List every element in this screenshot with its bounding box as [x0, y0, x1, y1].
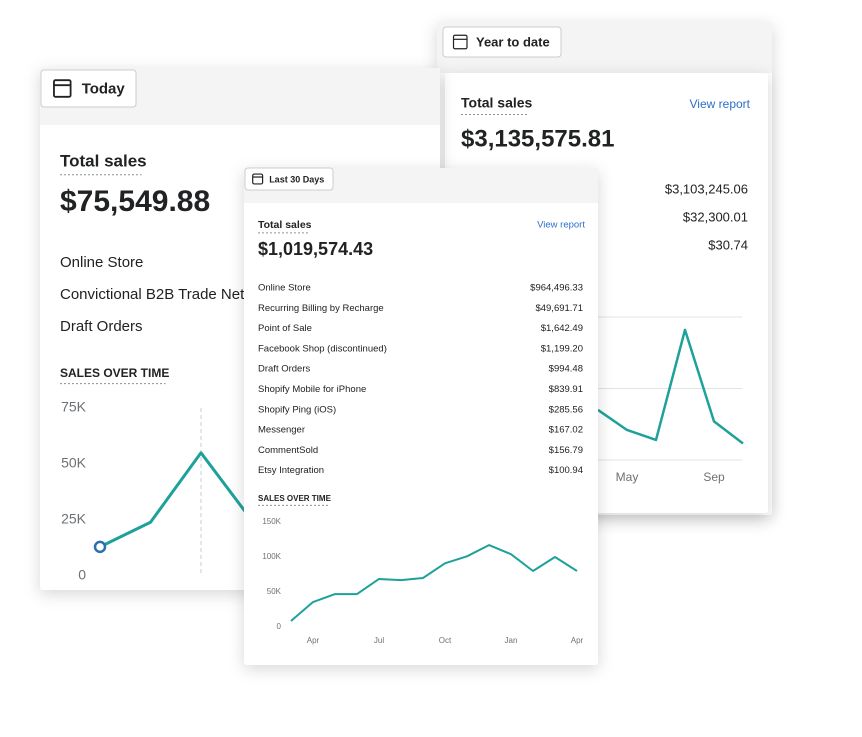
x-tick-label: Sep — [703, 470, 725, 484]
total-title: Total sales — [60, 151, 147, 170]
row-value: $100.94 — [549, 465, 583, 476]
sales-line — [290, 544, 578, 622]
row-value: $1,642.49 — [541, 323, 583, 334]
x-tick-label: Apr — [307, 636, 320, 645]
row-label: Recurring Billing by Recharge — [258, 303, 384, 314]
row-label: Messenger — [258, 425, 305, 436]
row-value: $167.02 — [549, 425, 583, 436]
row-label: Draft Orders — [60, 318, 143, 335]
range-label[interactable]: Year to date — [476, 34, 550, 49]
row-value: $30.74 — [708, 237, 748, 252]
y-tick-label: 100K — [262, 552, 281, 561]
sales-line — [99, 451, 253, 549]
row-value: $156.79 — [549, 445, 583, 456]
row-label: Point of Sale — [258, 323, 312, 334]
row-value: $285.56 — [549, 404, 583, 415]
row-label: Shopify Mobile for iPhone — [258, 384, 366, 395]
range-label[interactable]: Last 30 Days — [269, 174, 324, 184]
row-label: CommentSold — [258, 445, 318, 456]
y-tick-label: 0 — [277, 622, 282, 631]
row-label: Facebook Shop (discontinued) — [258, 343, 387, 354]
x-tick-label: Jan — [505, 636, 518, 645]
point-marker — [93, 540, 107, 554]
row-value: $964,496.33 — [530, 283, 583, 294]
row-value: $3,103,245.06 — [665, 181, 748, 196]
y-tick-label: 50K — [61, 455, 87, 471]
row-label: Online Store — [60, 254, 143, 271]
row-label: Draft Orders — [258, 364, 311, 375]
calendar-icon — [452, 34, 468, 50]
y-tick-label: 150K — [262, 517, 281, 526]
y-tick-label: 25K — [61, 511, 87, 527]
range-button[interactable] — [442, 26, 562, 58]
range-button[interactable] — [244, 167, 334, 191]
row-label: Convictional B2B Trade Net — [60, 286, 245, 303]
row-label: Etsy Integration — [258, 465, 324, 476]
x-tick-label: May — [616, 470, 639, 484]
y-tick-label: 75K — [61, 399, 87, 415]
x-tick-label: Apr — [571, 636, 584, 645]
row-value: $839.91 — [549, 384, 583, 395]
row-value: $32,300.01 — [683, 209, 748, 224]
view-report-link[interactable]: View report — [537, 220, 585, 231]
y-tick-label: 50K — [267, 587, 282, 596]
chart-title: SALES OVER TIME — [258, 494, 332, 503]
row-label: Online Store — [258, 283, 311, 294]
total-value: $75,549.88 — [60, 185, 210, 218]
row-label: Shopify Ping (iOS) — [258, 404, 336, 415]
calendar-icon — [53, 79, 72, 98]
card: Last 30 Days Total sales View report $1,019… — [244, 167, 598, 665]
row-value: $49,691.71 — [535, 303, 583, 314]
card-surface — [244, 168, 598, 665]
sales-line — [597, 328, 744, 445]
range-label[interactable]: Today — [82, 80, 126, 97]
row-value: $1,199.20 — [541, 343, 583, 354]
total-title: Total sales — [258, 219, 312, 231]
total-value: $1,019,574.43 — [258, 239, 373, 259]
x-tick-label: Oct — [439, 636, 452, 645]
chart-title: SALES OVER TIME — [60, 366, 169, 380]
range-button[interactable] — [40, 69, 137, 108]
x-tick-label: Jul — [374, 636, 384, 645]
total-value: $3,135,575.81 — [461, 125, 614, 152]
calendar-icon — [252, 173, 264, 185]
y-tick-label: 0 — [78, 567, 86, 583]
total-title: Total sales — [461, 95, 533, 111]
view-report-link[interactable]: View report — [690, 97, 751, 111]
row-value: $994.48 — [549, 364, 583, 375]
